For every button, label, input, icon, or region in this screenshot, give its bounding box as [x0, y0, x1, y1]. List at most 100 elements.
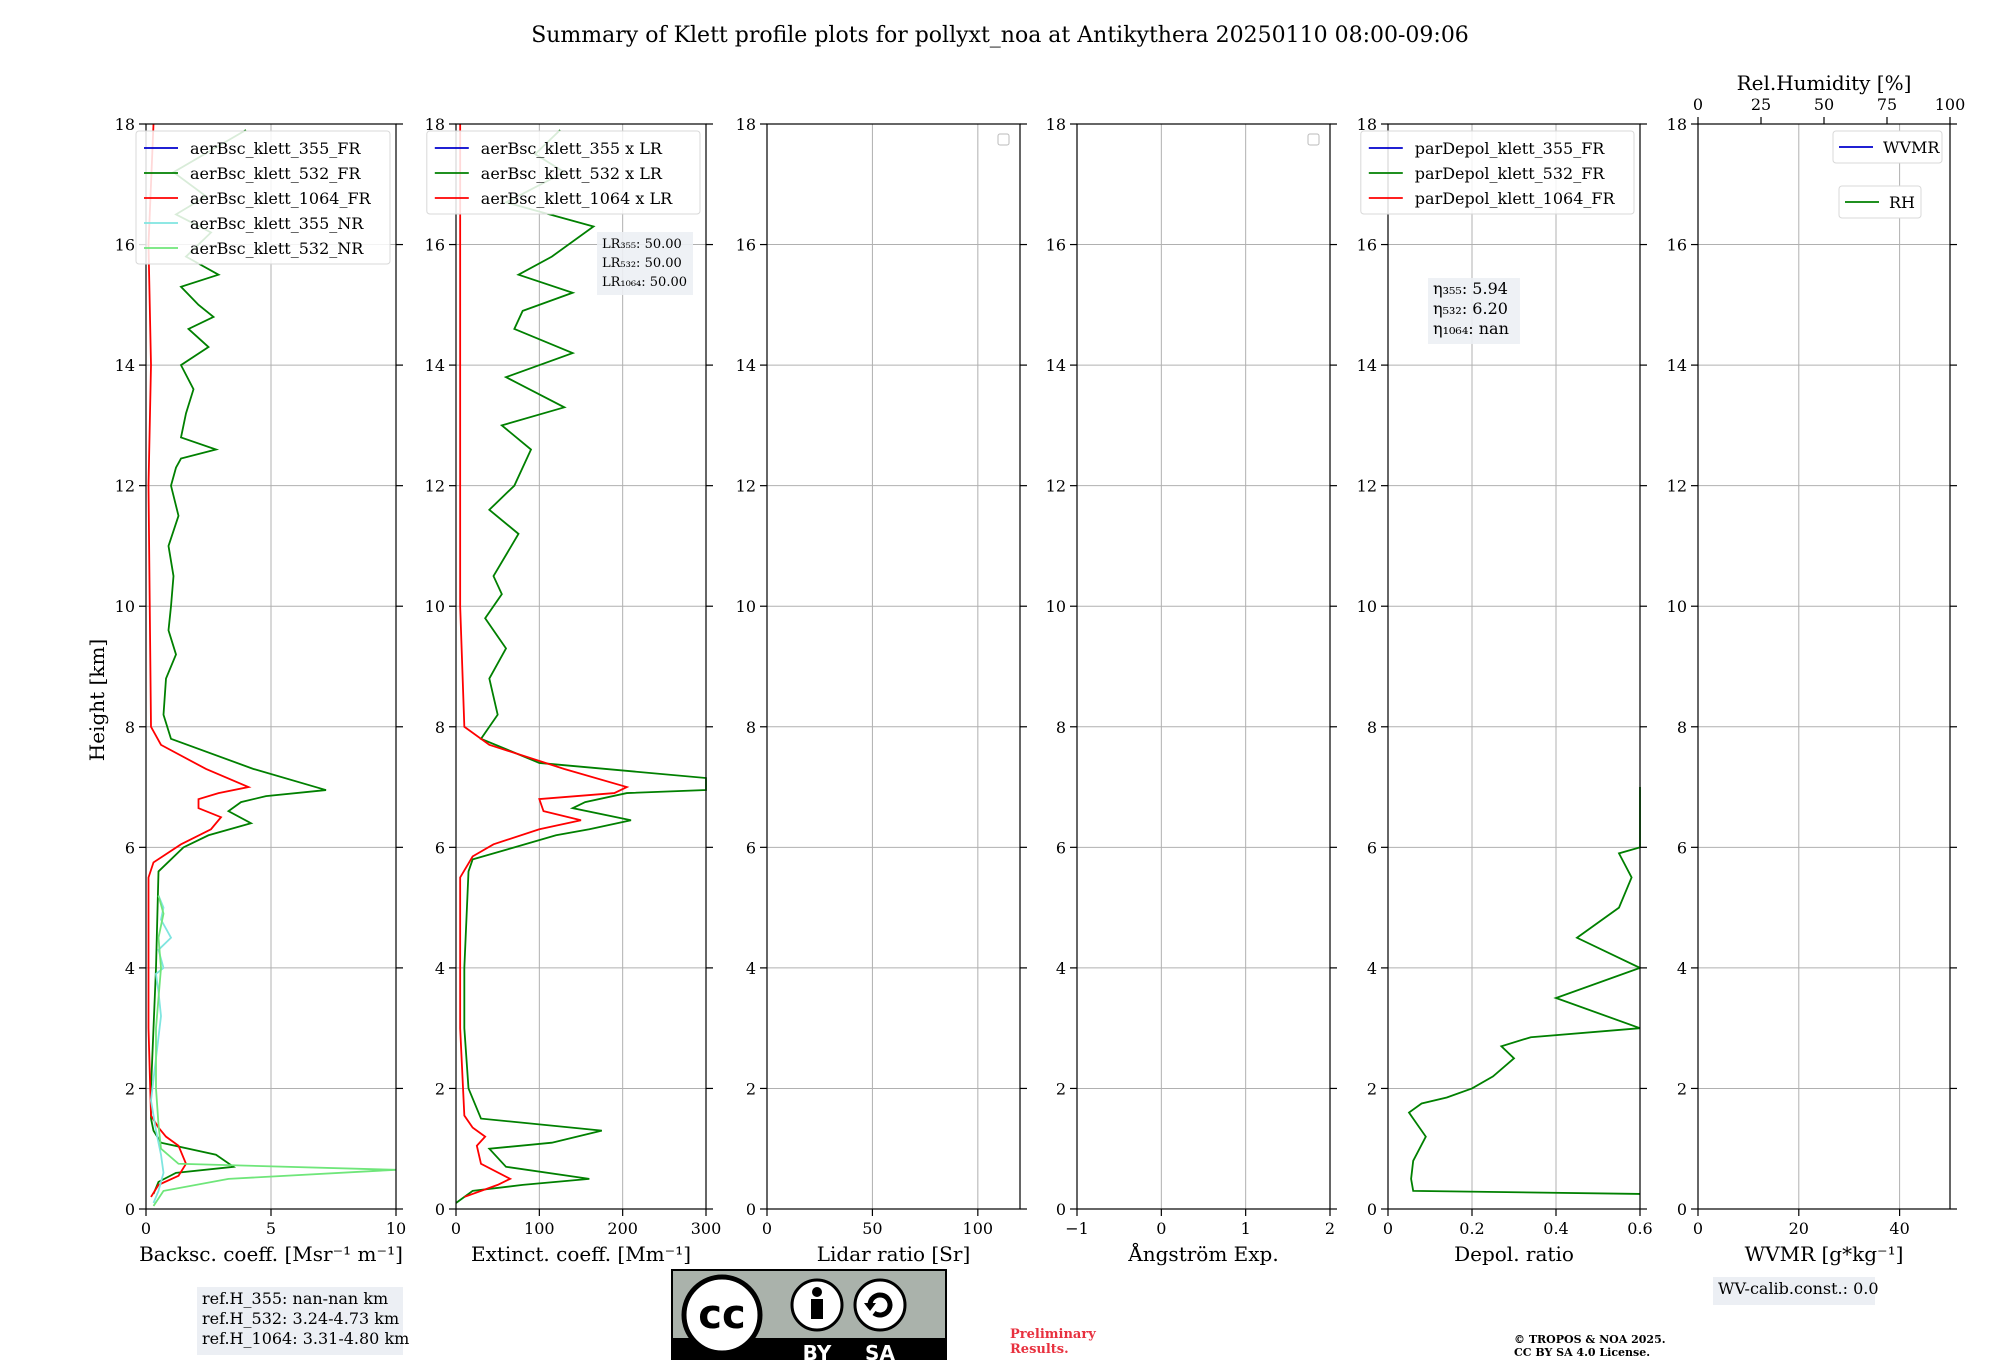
y-tick-label: 12	[115, 477, 135, 496]
x-tick-label: 1	[1241, 1219, 1251, 1238]
legend-box	[135, 130, 391, 265]
panel-2: 0 100 200 300 0 2 4 6 8 10 12 14 16 18 Extinct. coeff.…	[425, 115, 722, 1266]
y-tick-label: 2	[1677, 1079, 1687, 1098]
y-tick-label: 18	[1046, 115, 1066, 134]
y-tick-label: 4	[1367, 959, 1377, 978]
y-tick-label: 18	[115, 115, 135, 134]
legend-label: parDepol_klett_355_FR	[1415, 139, 1606, 158]
legend-label: aerBsc_klett_532 x LR	[481, 164, 663, 183]
series-line-aerBsc_klett_355_NR	[150, 895, 173, 1204]
legend-label: parDepol_klett_532_FR	[1415, 164, 1606, 183]
legend-label: aerBsc_klett_355_FR	[190, 139, 361, 158]
y-tick-label: 14	[1046, 356, 1066, 375]
legend-box	[1360, 130, 1635, 215]
axes-frame	[1076, 123, 1331, 1210]
y-tick-label: 18	[736, 115, 756, 134]
cc-circle-icon	[681, 1274, 763, 1356]
y-tick-label: 10	[1046, 597, 1066, 616]
series-line-parDepol_klett_532_FR	[1407, 787, 1643, 1195]
y-axis-label: Height [km]	[85, 639, 109, 761]
empty-legend-box	[997, 133, 1010, 146]
top-tick-label: 75	[1877, 95, 1897, 114]
legend-label: WVMR	[1883, 138, 1940, 157]
y-tick-label: 14	[425, 356, 445, 375]
x-tick-label: 0	[141, 1219, 151, 1238]
top-tick-label: 100	[1935, 95, 1966, 114]
x-axis-label: Extinct. coeff. [Mm⁻¹]	[471, 1242, 691, 1266]
y-tick-label: 14	[1357, 356, 1377, 375]
y-tick-label: 2	[1367, 1079, 1377, 1098]
x-tick-label: −1	[1065, 1219, 1089, 1238]
y-tick-label: 2	[1056, 1079, 1066, 1098]
panel-3: 0 50 100 0 2 4 6 8 10 12 14 16 18 Lidar ratio [Sr]	[736, 115, 1027, 1266]
legend-label: aerBsc_klett_1064_FR	[190, 189, 372, 208]
top-tick-label: 0	[1693, 95, 1703, 114]
cc-logo-text: cc	[698, 1292, 745, 1338]
y-tick-label: 6	[125, 838, 135, 857]
y-tick-label: 12	[1357, 477, 1377, 496]
axes-frame	[1697, 123, 1951, 1210]
top-tick-label: 50	[1814, 95, 1834, 114]
legend-label: aerBsc_klett_355_NR	[190, 214, 364, 233]
notes-box	[197, 1287, 403, 1355]
y-tick-label: 12	[425, 477, 445, 496]
y-tick-label: 12	[736, 477, 756, 496]
annotation-box	[1428, 278, 1520, 344]
x-tick-label: 100	[524, 1219, 555, 1238]
y-tick-label: 16	[425, 236, 445, 255]
copyright-line-1: © TROPOS & NOA 2025.	[1514, 1333, 1666, 1346]
legend-box	[1838, 185, 1922, 219]
x-axis-label: Depol. ratio	[1454, 1242, 1574, 1266]
y-tick-label: 16	[115, 236, 135, 255]
y-tick-label: 2	[746, 1079, 756, 1098]
x-tick-label: 0	[451, 1219, 461, 1238]
legend-label: aerBsc_klett_1064 x LR	[481, 189, 673, 208]
x-axis-label: Ångström Exp.	[1127, 1241, 1278, 1266]
y-tick-label: 2	[125, 1079, 135, 1098]
y-tick-label: 8	[1056, 718, 1066, 737]
x-axis-label: WVMR [g*kg⁻¹]	[1745, 1242, 1904, 1266]
x-tick-label: 10	[386, 1219, 406, 1238]
y-tick-label: 0	[1677, 1200, 1687, 1219]
series-line-aerBsc_klett_1064 x LR	[459, 124, 630, 1198]
y-tick-label: 0	[435, 1200, 445, 1219]
preliminary-line-1: Preliminary	[1010, 1327, 1096, 1342]
note-line: ref.H_532: 3.24-4.73 km	[202, 1309, 399, 1328]
y-tick-label: 4	[1056, 959, 1066, 978]
x-tick-label: 0	[1156, 1219, 1166, 1238]
figure-title: Summary of Klett profile plots for polly…	[531, 23, 1469, 48]
series-line-aerBsc_klett_532_FR	[150, 129, 327, 1195]
y-tick-label: 0	[746, 1200, 756, 1219]
y-tick-label: 6	[1677, 838, 1687, 857]
y-tick-label: 4	[125, 959, 135, 978]
y-tick-label: 6	[1367, 838, 1377, 857]
y-tick-label: 10	[425, 597, 445, 616]
y-tick-label: 12	[1667, 477, 1687, 496]
top-tick-label: 25	[1751, 95, 1771, 114]
x-tick-label: 40	[1889, 1219, 1909, 1238]
by-label: BY	[803, 1341, 832, 1360]
y-tick-label: 2	[435, 1079, 445, 1098]
legend-label: RH	[1889, 193, 1915, 212]
x-tick-label: 0	[1693, 1219, 1703, 1238]
notes-box	[1713, 1277, 1875, 1305]
y-tick-label: 14	[1667, 356, 1687, 375]
y-tick-label: 6	[1056, 838, 1066, 857]
preliminary-line-2: Results.	[1010, 1342, 1069, 1357]
series-line-aerBsc_klett_1064_FR	[147, 123, 252, 1198]
y-tick-label: 4	[1677, 959, 1687, 978]
legend-label: parDepol_klett_1064_FR	[1415, 189, 1616, 208]
legend-label: aerBsc_klett_532_NR	[190, 239, 364, 258]
x-tick-label: 50	[862, 1219, 882, 1238]
axes-frame	[1387, 123, 1641, 1210]
y-tick-label: 14	[736, 356, 756, 375]
y-tick-label: 8	[435, 718, 445, 737]
y-tick-label: 16	[1357, 236, 1377, 255]
x-tick-label: 0.6	[1627, 1219, 1652, 1238]
annotation-box	[597, 232, 693, 295]
y-tick-label: 14	[115, 356, 135, 375]
y-tick-label: 0	[1367, 1200, 1377, 1219]
y-tick-label: 8	[1677, 718, 1687, 737]
note-line: ref.H_1064: 3.31-4.80 km	[202, 1329, 409, 1348]
